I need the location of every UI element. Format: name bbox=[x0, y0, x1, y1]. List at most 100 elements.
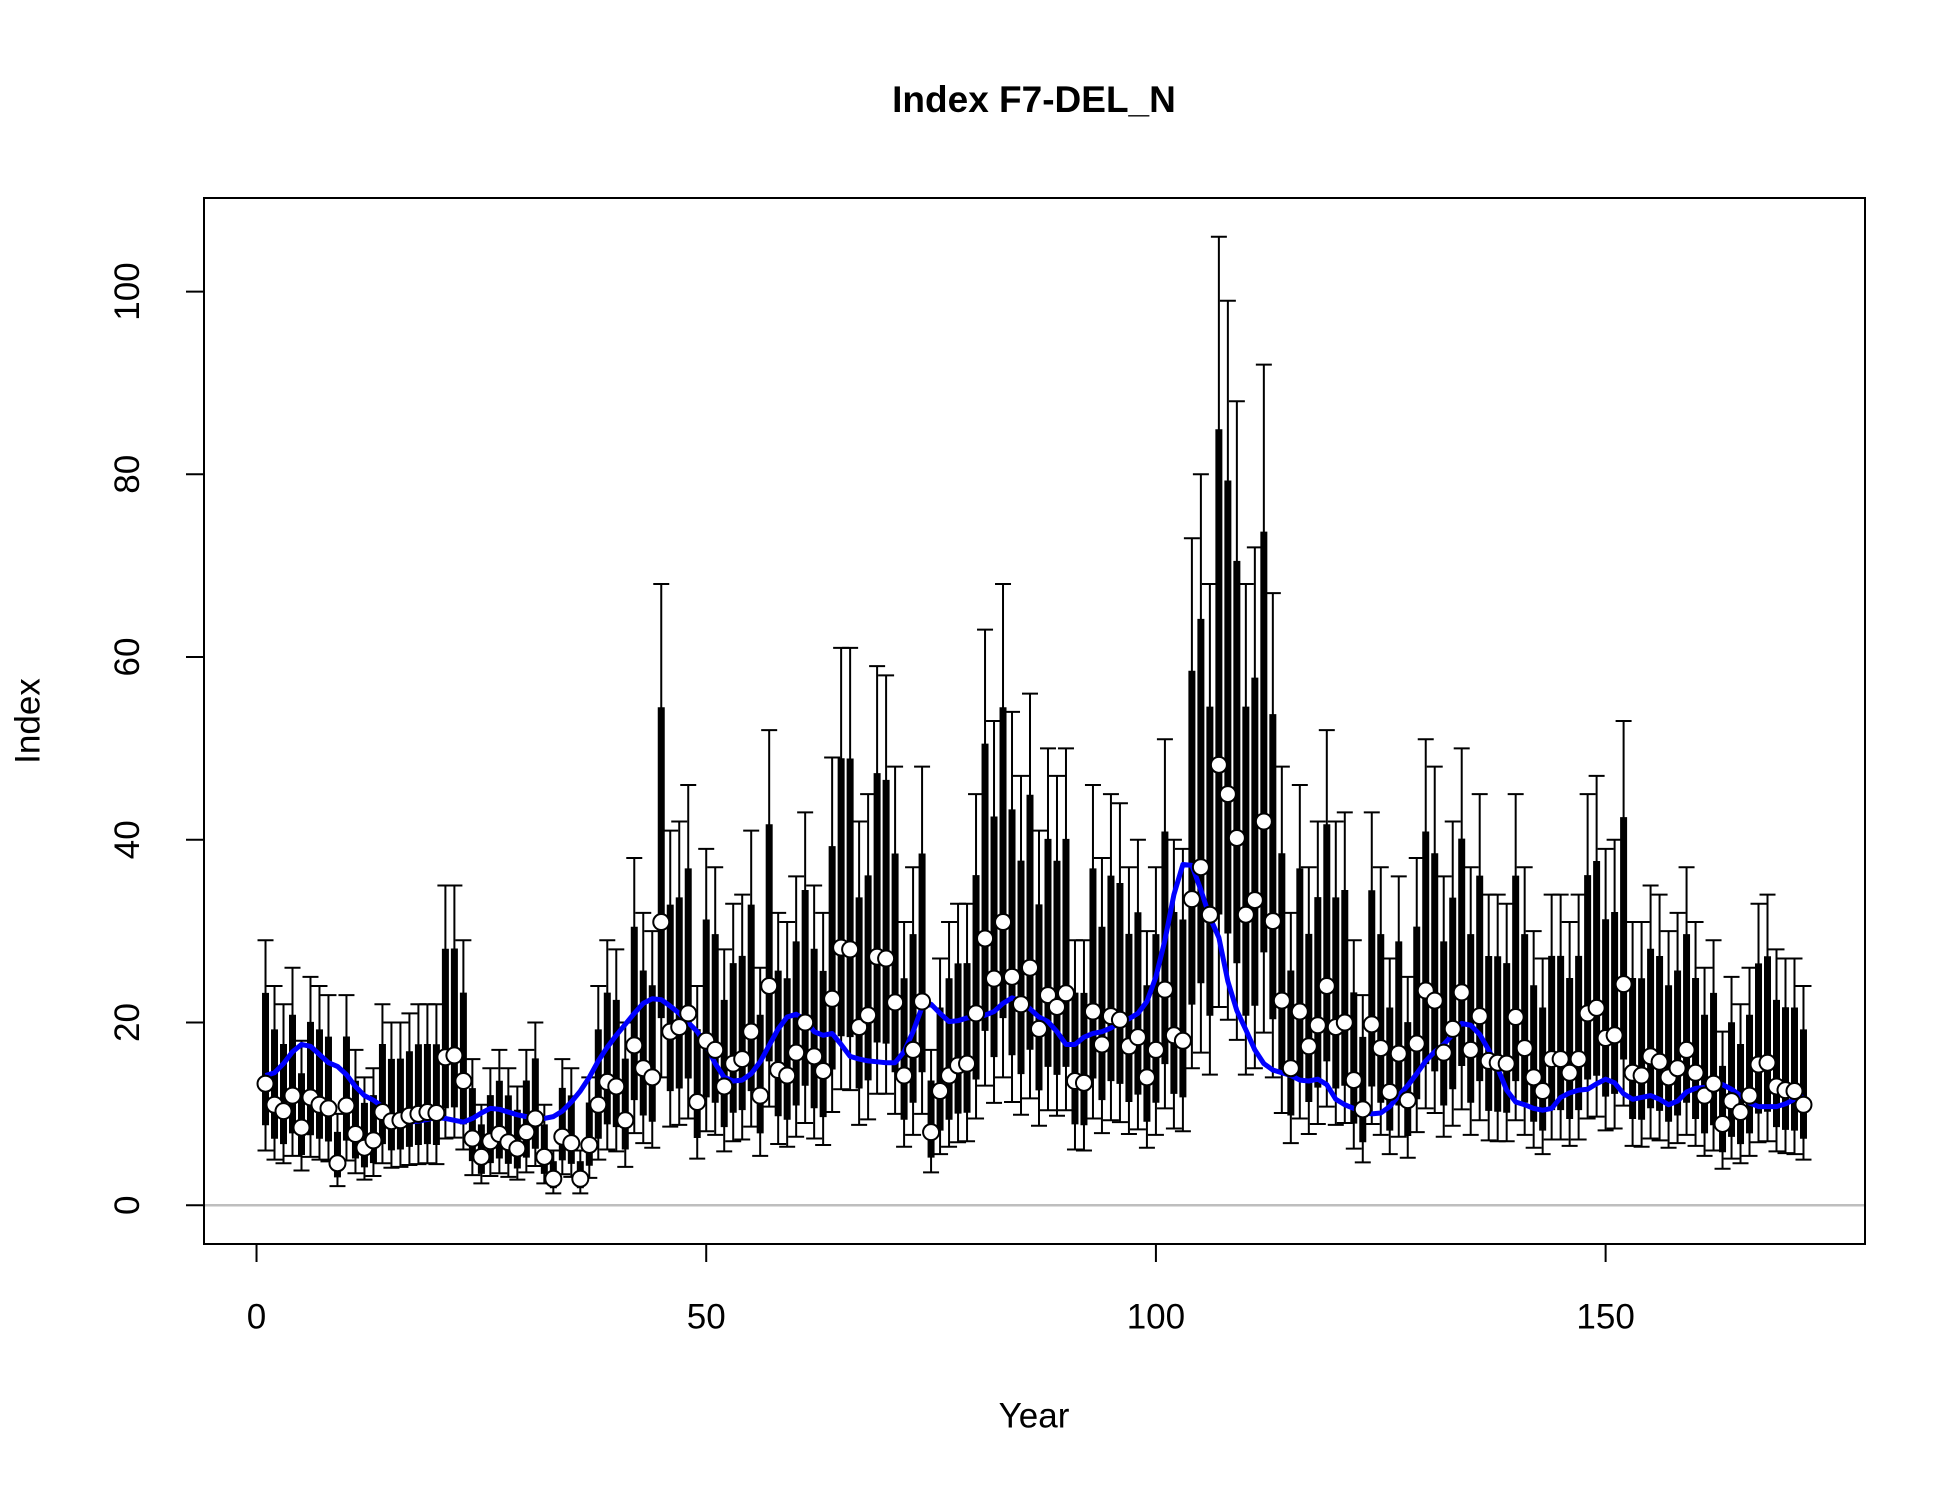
error-bar bbox=[815, 911, 832, 1146]
error-bar bbox=[608, 948, 625, 1153]
point bbox=[364, 1131, 383, 1150]
point bbox=[706, 1040, 725, 1059]
point bbox=[643, 1068, 662, 1087]
error-bar bbox=[1795, 984, 1812, 1161]
point bbox=[1686, 1063, 1705, 1082]
error-bar bbox=[968, 793, 985, 1120]
point bbox=[1003, 967, 1022, 986]
error-bar bbox=[905, 866, 922, 1136]
point bbox=[526, 1109, 545, 1128]
error-bar bbox=[1102, 793, 1119, 1122]
error-bar bbox=[284, 966, 301, 1157]
error-bar bbox=[1759, 893, 1776, 1143]
point bbox=[427, 1103, 446, 1122]
error-bar bbox=[455, 939, 472, 1151]
error-bar bbox=[725, 902, 742, 1143]
error-bar bbox=[689, 984, 706, 1160]
y-tick-label: 80 bbox=[108, 455, 147, 494]
point bbox=[877, 949, 896, 968]
error-bar bbox=[365, 1067, 382, 1178]
error-bar bbox=[932, 957, 949, 1156]
error-bar bbox=[1075, 939, 1092, 1152]
error-bar bbox=[1318, 729, 1335, 1108]
point bbox=[1263, 912, 1282, 931]
point bbox=[1515, 1039, 1534, 1058]
error-bar bbox=[1273, 765, 1290, 1114]
error-bar bbox=[293, 1039, 310, 1172]
error-bar bbox=[1345, 939, 1362, 1150]
point bbox=[715, 1077, 734, 1096]
point bbox=[337, 1096, 356, 1115]
point bbox=[562, 1134, 581, 1153]
error-bar bbox=[671, 820, 688, 1126]
point bbox=[1569, 1050, 1588, 1069]
point bbox=[760, 976, 779, 995]
point bbox=[1236, 905, 1255, 924]
point bbox=[1785, 1082, 1804, 1101]
point bbox=[805, 1047, 824, 1066]
point bbox=[1371, 1039, 1390, 1058]
error-bar bbox=[437, 884, 454, 1140]
point bbox=[1740, 1086, 1759, 1105]
point bbox=[796, 1013, 815, 1032]
point bbox=[1209, 755, 1228, 774]
error-bar bbox=[428, 1003, 445, 1166]
point bbox=[1470, 1007, 1489, 1026]
point bbox=[454, 1071, 473, 1090]
point bbox=[1344, 1071, 1363, 1090]
error-bar bbox=[1030, 829, 1047, 1127]
error-bar bbox=[581, 1076, 598, 1179]
x-axis-label: Year bbox=[999, 1396, 1070, 1435]
error-bar bbox=[1669, 911, 1686, 1145]
point bbox=[1335, 1013, 1354, 1032]
error-bar bbox=[1219, 299, 1236, 1021]
point bbox=[841, 940, 860, 959]
error-bar bbox=[1282, 911, 1299, 1145]
point bbox=[1200, 905, 1219, 924]
point bbox=[1551, 1050, 1570, 1069]
error-bar bbox=[680, 783, 697, 1120]
error-bar bbox=[1624, 921, 1641, 1147]
y-tick-label: 0 bbox=[108, 1196, 147, 1215]
point bbox=[1533, 1082, 1552, 1101]
y-axis-label: Index bbox=[8, 678, 47, 764]
point bbox=[976, 929, 995, 948]
error-bar bbox=[1309, 820, 1326, 1125]
point bbox=[931, 1082, 950, 1101]
point bbox=[1758, 1053, 1777, 1072]
error-bar bbox=[698, 847, 715, 1133]
point bbox=[508, 1139, 527, 1158]
error-bar bbox=[1327, 820, 1344, 1126]
point bbox=[1380, 1082, 1399, 1101]
x-tick-label: 150 bbox=[1576, 1297, 1634, 1336]
error-bar bbox=[662, 829, 679, 1128]
point bbox=[913, 992, 932, 1011]
error-bar bbox=[644, 930, 661, 1149]
error-bar bbox=[1507, 793, 1524, 1122]
point bbox=[544, 1169, 563, 1188]
point bbox=[1704, 1074, 1723, 1093]
error-bar bbox=[509, 1085, 526, 1181]
error-bar bbox=[1525, 930, 1542, 1149]
point bbox=[1650, 1052, 1669, 1071]
point bbox=[580, 1135, 599, 1154]
error-bar bbox=[635, 911, 652, 1145]
point bbox=[904, 1040, 923, 1059]
error-bar bbox=[1048, 774, 1065, 1117]
error-bar bbox=[1516, 866, 1533, 1136]
point bbox=[274, 1102, 293, 1121]
point bbox=[751, 1086, 770, 1105]
point bbox=[463, 1129, 482, 1148]
error-bar bbox=[1471, 793, 1488, 1122]
y-tick-label: 100 bbox=[108, 262, 147, 320]
error-bar bbox=[1453, 747, 1470, 1111]
point bbox=[1398, 1091, 1417, 1110]
error-bar bbox=[1138, 930, 1155, 1149]
point bbox=[1245, 891, 1264, 910]
error-bar bbox=[1183, 537, 1200, 1070]
error-bar bbox=[392, 1021, 409, 1168]
point bbox=[1218, 785, 1237, 804]
point bbox=[589, 1095, 608, 1114]
error-bar bbox=[995, 582, 1012, 1079]
